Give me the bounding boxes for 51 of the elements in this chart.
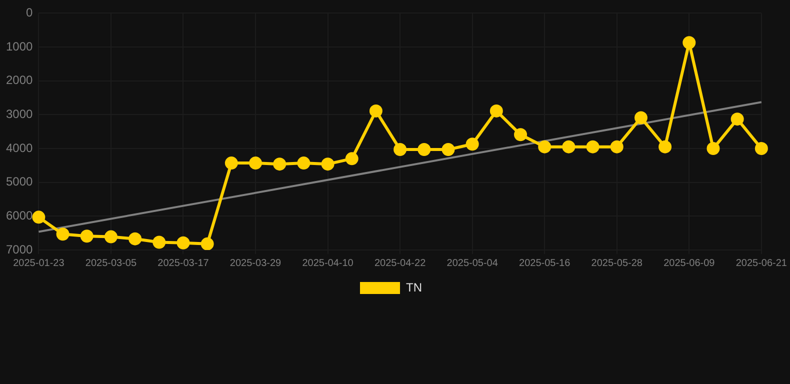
- y-tick-label: 6000: [6, 208, 34, 222]
- point: [466, 138, 479, 151]
- point: [80, 230, 94, 243]
- x-tick-label: 2025-03-05: [85, 258, 137, 269]
- point: [442, 143, 455, 156]
- point: [514, 128, 528, 142]
- point: [104, 230, 118, 244]
- point: [297, 156, 310, 170]
- point: [345, 152, 358, 166]
- point: [56, 228, 70, 241]
- y-tick-label: 1000: [6, 39, 34, 54]
- point: [754, 142, 768, 156]
- point: [538, 140, 552, 154]
- point: [249, 156, 262, 170]
- point: [682, 36, 696, 50]
- x-tick-label: 2025-03-17: [158, 258, 210, 269]
- point: [394, 143, 407, 156]
- point: [176, 236, 190, 250]
- point: [273, 158, 286, 171]
- x-tick-label: 2025-05-16: [519, 258, 571, 269]
- x-tick-label: 2025-04-22: [374, 258, 426, 269]
- x-tick-label: 2025-04-10: [302, 258, 354, 269]
- y-tick-label: 2000: [6, 73, 34, 88]
- y-tick-label: 0: [26, 6, 34, 20]
- point: [610, 140, 624, 154]
- point: [490, 104, 503, 118]
- point: [658, 140, 672, 154]
- y-tick-label: 5000: [6, 174, 34, 189]
- y-tick-label: 4000: [6, 140, 34, 155]
- point: [418, 143, 431, 156]
- x-tick-label: 2025-01-23: [13, 258, 65, 269]
- point: [562, 140, 576, 154]
- point: [634, 111, 648, 124]
- y-tick-label: 7000: [6, 242, 34, 256]
- legend-label: TN: [406, 280, 422, 294]
- point: [224, 156, 238, 170]
- y-tick-label: 3000: [6, 107, 34, 121]
- point: [706, 142, 720, 156]
- point: [369, 104, 382, 118]
- x-tick-label: 2025-05-28: [591, 258, 643, 269]
- point: [32, 210, 46, 224]
- x-tick-label: 2025-06-21: [736, 258, 788, 269]
- x-tick-label: 2025-05-04: [446, 258, 498, 269]
- point: [321, 158, 334, 171]
- point: [730, 112, 744, 126]
- point: [152, 236, 166, 249]
- point: [200, 237, 214, 250]
- point: [586, 140, 600, 154]
- x-tick-label: 2025-06-09: [664, 258, 716, 269]
- point: [128, 232, 142, 246]
- x-tick-label: 2025-03-29: [230, 258, 282, 269]
